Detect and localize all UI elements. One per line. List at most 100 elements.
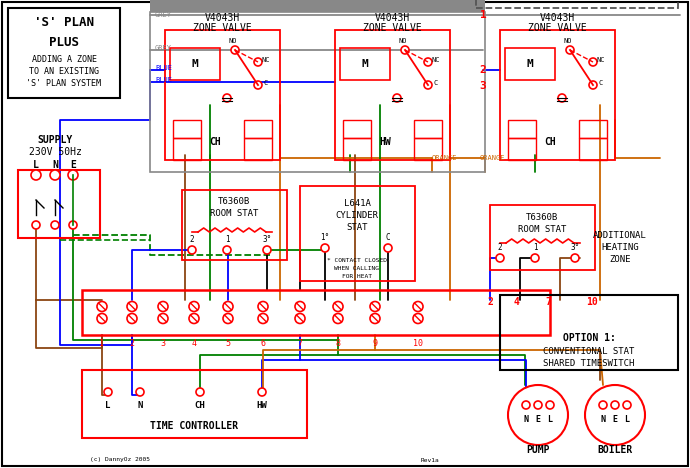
Bar bbox=[343, 138, 371, 160]
Text: C: C bbox=[386, 234, 391, 242]
Bar bbox=[414, 138, 442, 160]
Circle shape bbox=[413, 314, 423, 323]
Text: NO: NO bbox=[399, 38, 407, 44]
Circle shape bbox=[231, 46, 239, 54]
Text: HW: HW bbox=[379, 137, 391, 147]
Text: NO: NO bbox=[564, 38, 572, 44]
Circle shape bbox=[127, 314, 137, 323]
Circle shape bbox=[401, 46, 409, 54]
Text: FOR HEAT: FOR HEAT bbox=[342, 275, 372, 279]
Text: 2: 2 bbox=[487, 297, 493, 307]
Circle shape bbox=[333, 314, 343, 323]
Circle shape bbox=[127, 301, 137, 312]
Circle shape bbox=[321, 244, 329, 252]
Text: 230V 50Hz: 230V 50Hz bbox=[28, 147, 81, 157]
Text: (c) DannyOz 2005: (c) DannyOz 2005 bbox=[90, 458, 150, 462]
Bar bbox=[18, 170, 100, 238]
Circle shape bbox=[295, 314, 305, 323]
Text: ADDING A ZONE: ADDING A ZONE bbox=[32, 56, 97, 65]
Bar bbox=[476, 0, 678, 8]
Text: 10: 10 bbox=[586, 297, 598, 307]
Text: 1: 1 bbox=[99, 338, 104, 348]
Circle shape bbox=[589, 81, 597, 89]
Text: E: E bbox=[535, 416, 540, 424]
Text: ROOM STAT: ROOM STAT bbox=[210, 210, 258, 219]
Bar bbox=[150, 0, 485, 12]
Text: STAT: STAT bbox=[346, 224, 368, 233]
Bar bbox=[173, 138, 201, 160]
Text: V4043H: V4043H bbox=[375, 13, 410, 23]
Text: NO: NO bbox=[229, 38, 237, 44]
Circle shape bbox=[424, 81, 432, 89]
Circle shape bbox=[566, 46, 574, 54]
Circle shape bbox=[258, 301, 268, 312]
Circle shape bbox=[158, 301, 168, 312]
Text: CH: CH bbox=[209, 137, 221, 147]
Text: SUPPLY: SUPPLY bbox=[37, 135, 72, 145]
Bar bbox=[505, 48, 555, 80]
Text: 6: 6 bbox=[261, 338, 266, 348]
Text: BLUE: BLUE bbox=[155, 65, 172, 71]
Bar bbox=[335, 30, 450, 160]
Text: HW: HW bbox=[257, 402, 268, 410]
Text: BLUE: BLUE bbox=[155, 77, 172, 83]
Circle shape bbox=[223, 246, 231, 254]
Circle shape bbox=[333, 301, 343, 312]
Text: GREY: GREY bbox=[167, 7, 184, 13]
Circle shape bbox=[69, 221, 77, 229]
Circle shape bbox=[104, 388, 112, 396]
Text: NC: NC bbox=[262, 57, 270, 63]
Text: 1: 1 bbox=[533, 243, 538, 253]
Circle shape bbox=[189, 301, 199, 312]
Text: 3°: 3° bbox=[571, 243, 580, 253]
Text: V4043H: V4043H bbox=[540, 13, 575, 23]
Circle shape bbox=[223, 301, 233, 312]
Bar bbox=[8, 8, 120, 98]
Bar bbox=[244, 138, 272, 160]
Circle shape bbox=[189, 314, 199, 323]
Bar bbox=[414, 120, 442, 138]
Text: 1: 1 bbox=[480, 10, 486, 20]
Circle shape bbox=[258, 314, 268, 323]
Circle shape bbox=[546, 401, 554, 409]
Text: 2: 2 bbox=[130, 338, 135, 348]
Text: M: M bbox=[526, 59, 533, 69]
Text: ORANGE: ORANGE bbox=[432, 155, 457, 161]
Text: ZONE VALVE: ZONE VALVE bbox=[528, 23, 586, 33]
Text: 2: 2 bbox=[190, 235, 195, 244]
Bar bbox=[508, 138, 536, 160]
Text: ORANGE: ORANGE bbox=[480, 155, 506, 161]
Bar bbox=[150, 12, 485, 172]
Text: 9: 9 bbox=[373, 338, 377, 348]
Circle shape bbox=[384, 244, 392, 252]
Text: M: M bbox=[362, 59, 368, 69]
Circle shape bbox=[31, 170, 41, 180]
Bar bbox=[343, 120, 371, 138]
Text: NC: NC bbox=[432, 57, 440, 63]
Circle shape bbox=[223, 314, 233, 323]
Text: TO AN EXISTING: TO AN EXISTING bbox=[29, 67, 99, 76]
Text: GREY: GREY bbox=[155, 12, 172, 18]
Text: ZONE VALVE: ZONE VALVE bbox=[193, 23, 251, 33]
Text: ROOM STAT: ROOM STAT bbox=[518, 225, 566, 234]
Text: 3: 3 bbox=[161, 338, 166, 348]
Text: L: L bbox=[624, 416, 629, 424]
Text: 'S' PLAN: 'S' PLAN bbox=[34, 15, 94, 29]
Circle shape bbox=[571, 254, 579, 262]
Bar bbox=[182, 190, 287, 260]
Circle shape bbox=[188, 246, 196, 254]
Text: 3°: 3° bbox=[262, 235, 272, 244]
Text: Rev1a: Rev1a bbox=[421, 458, 440, 462]
Text: N: N bbox=[600, 416, 606, 424]
Bar bbox=[173, 120, 201, 138]
Text: 'S' PLAN SYSTEM: 'S' PLAN SYSTEM bbox=[26, 80, 101, 88]
Text: C: C bbox=[264, 80, 268, 86]
Circle shape bbox=[68, 170, 78, 180]
Bar bbox=[82, 290, 550, 335]
Text: PUMP: PUMP bbox=[526, 445, 550, 455]
Text: L641A: L641A bbox=[344, 199, 371, 209]
Text: T6360B: T6360B bbox=[526, 212, 558, 221]
Text: TIME CONTROLLER: TIME CONTROLLER bbox=[150, 421, 239, 431]
Text: M: M bbox=[192, 59, 199, 69]
Text: 8: 8 bbox=[335, 338, 340, 348]
